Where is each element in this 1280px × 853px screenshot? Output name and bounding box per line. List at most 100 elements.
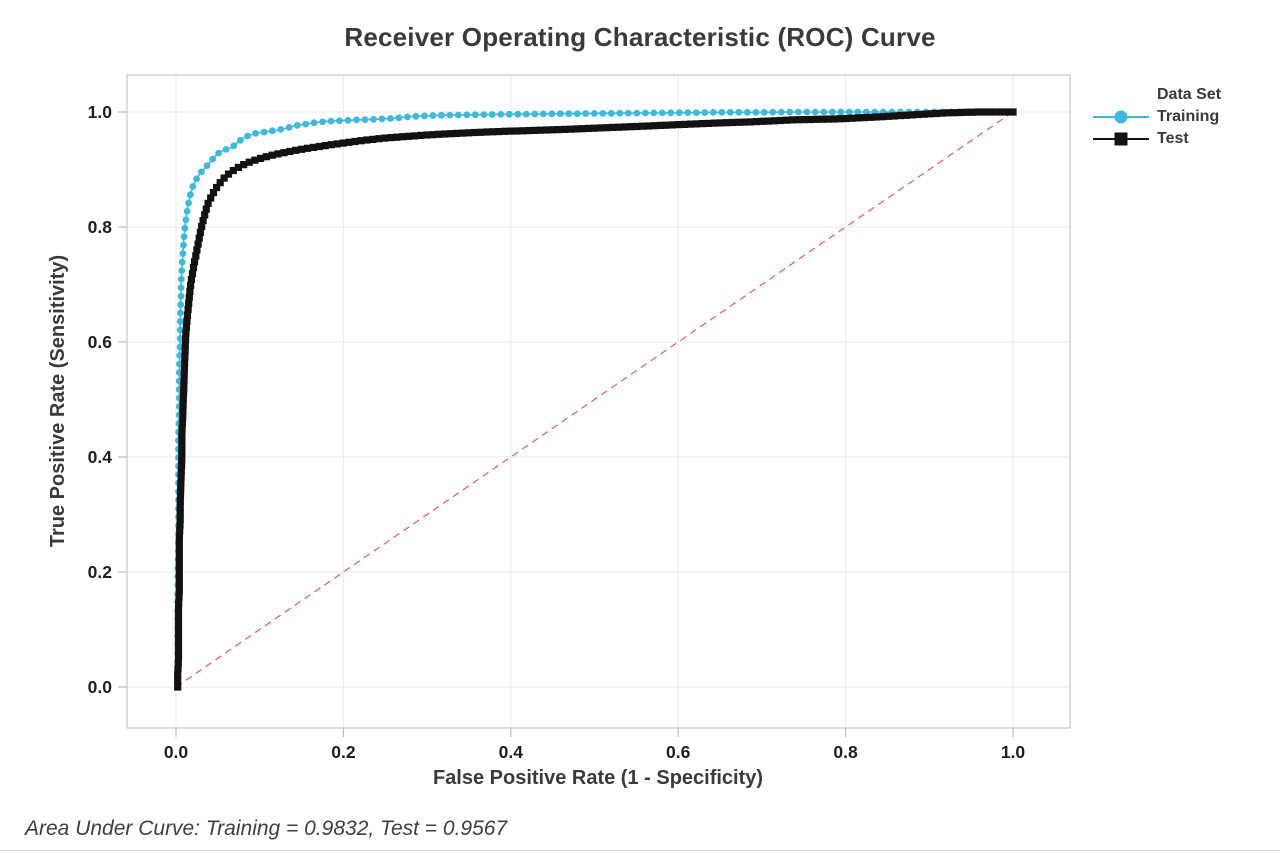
y-tick-label: 1.0 <box>88 102 113 122</box>
test-marker <box>176 515 184 523</box>
training-marker <box>573 110 581 117</box>
test-marker <box>309 143 317 151</box>
test-marker <box>926 110 934 118</box>
test-marker <box>860 114 868 122</box>
training-marker <box>319 118 326 126</box>
test-marker <box>596 124 605 132</box>
training-marker <box>692 109 700 116</box>
training-marker <box>370 115 377 123</box>
test-marker <box>800 116 808 124</box>
test-marker <box>567 125 575 133</box>
test-marker <box>245 158 253 166</box>
test-marker <box>286 147 294 156</box>
test-marker <box>315 142 323 151</box>
test-marker <box>234 163 242 171</box>
test-marker <box>204 199 212 207</box>
training-marker <box>607 109 615 117</box>
test-marker <box>411 132 419 140</box>
test-marker <box>187 281 195 289</box>
test-marker <box>938 109 946 117</box>
test-marker <box>262 153 270 161</box>
training-marker <box>794 108 802 116</box>
training-marker <box>285 124 293 131</box>
test-marker <box>555 126 563 134</box>
training-marker <box>582 110 590 117</box>
test-marker <box>590 124 599 132</box>
test-marker <box>381 134 389 142</box>
training-marker <box>177 275 185 283</box>
test-marker <box>195 234 203 242</box>
training-marker <box>845 108 853 116</box>
legend-item-training[interactable]: Training <box>1093 106 1273 128</box>
test-marker <box>176 497 184 505</box>
test-marker <box>848 114 856 122</box>
training-marker <box>182 216 190 224</box>
test-marker <box>602 124 611 132</box>
training-marker <box>709 109 717 116</box>
legend-item-test[interactable]: Test <box>1093 128 1273 150</box>
test-marker <box>405 132 413 140</box>
training-marker <box>178 267 186 274</box>
training-marker <box>260 128 268 136</box>
training-marker <box>531 110 539 118</box>
test-marker <box>902 111 910 119</box>
training-marker <box>718 108 726 116</box>
test-marker <box>174 605 183 613</box>
test-marker <box>257 154 265 162</box>
training-marker <box>514 110 522 118</box>
test-marker <box>339 139 347 147</box>
training-marker <box>310 119 318 127</box>
test-marker <box>182 329 190 337</box>
training-marker <box>244 132 252 140</box>
training-marker <box>616 109 624 117</box>
test-marker <box>175 533 183 541</box>
test-marker <box>680 120 689 128</box>
test-marker <box>525 127 533 135</box>
test-marker <box>1004 108 1012 116</box>
training-marker <box>187 191 194 199</box>
legend: Data Set Training Test <box>1093 84 1273 150</box>
test-marker <box>174 671 182 679</box>
test-marker <box>174 611 183 619</box>
x-tick-label: 0.2 <box>331 742 356 762</box>
test-marker <box>507 127 515 135</box>
training-marker <box>633 109 641 117</box>
test-marker <box>908 111 916 119</box>
test-marker <box>992 108 1000 116</box>
training-marker <box>179 250 187 257</box>
test-marker <box>176 521 184 529</box>
training-marker <box>378 115 386 123</box>
test-marker <box>179 401 187 409</box>
test-marker <box>710 119 718 127</box>
test-marker <box>956 108 964 117</box>
test-marker <box>298 145 306 153</box>
training-marker <box>752 108 760 116</box>
training-marker <box>353 116 360 124</box>
test-marker <box>740 118 748 126</box>
training-marker <box>599 110 607 117</box>
training-marker <box>684 109 692 116</box>
test-marker <box>185 293 193 301</box>
test-marker <box>280 149 288 157</box>
reference-diagonal-line <box>175 111 1014 688</box>
test-marker <box>776 116 784 125</box>
window-bottom-edge <box>0 850 1280 851</box>
test-curve-markers <box>174 108 1017 691</box>
test-marker <box>483 128 491 136</box>
training-marker <box>837 108 845 116</box>
test-marker <box>950 109 958 117</box>
test-marker <box>375 135 383 143</box>
test-marker <box>174 635 183 643</box>
test-marker <box>174 653 183 661</box>
test-marker <box>698 120 706 128</box>
test-marker <box>830 115 838 123</box>
training-marker <box>701 109 709 116</box>
training-marker <box>176 326 184 334</box>
test-marker <box>806 115 814 124</box>
test-marker <box>794 116 802 124</box>
test-marker <box>644 122 653 130</box>
training-marker <box>395 114 403 122</box>
test-marker <box>174 647 183 655</box>
test-marker <box>549 126 557 134</box>
test-marker <box>199 217 207 225</box>
